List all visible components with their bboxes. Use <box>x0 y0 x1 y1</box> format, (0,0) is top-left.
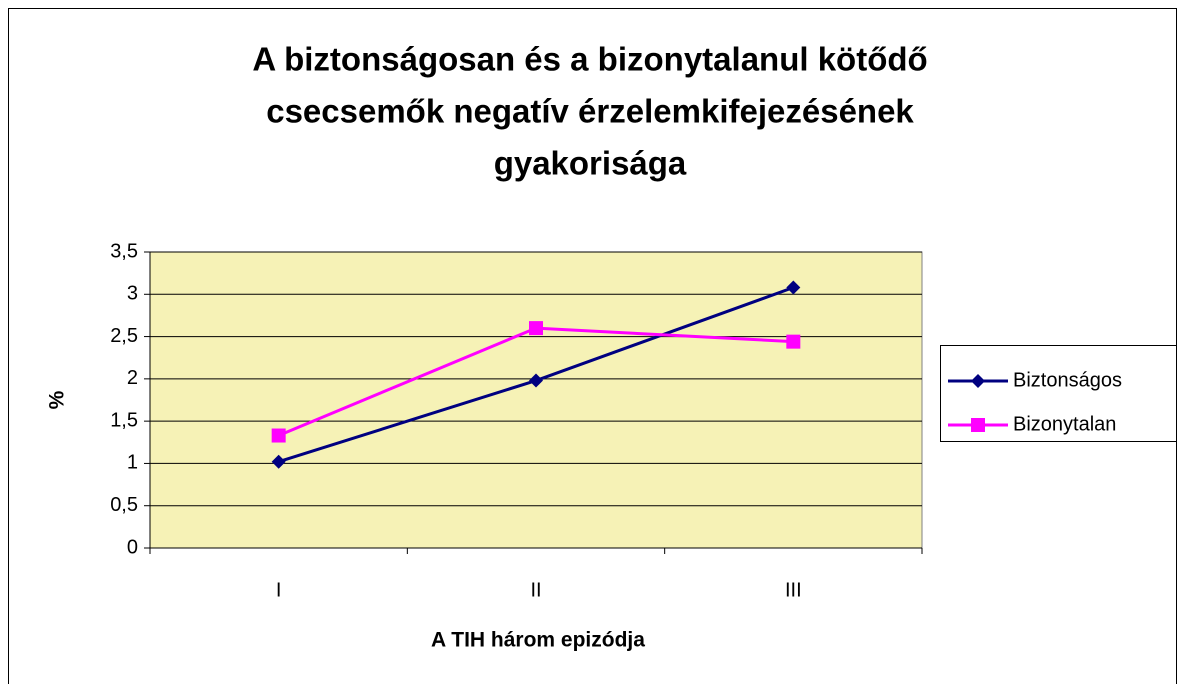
y-tick-label: 0,5 <box>110 494 138 516</box>
legend-label: Bizonytalan <box>1013 413 1116 435</box>
chart-title: csecsemők negatív érzelemkifejezésének <box>266 93 914 130</box>
legend-label: Biztonságos <box>1013 369 1122 391</box>
chart-title: A biztonságosan és a bizonytalanul kötőd… <box>252 41 927 78</box>
marker <box>529 321 543 336</box>
y-tick-label: 1,5 <box>110 409 138 431</box>
x-tick-label: III <box>785 579 802 601</box>
y-tick-label: 3 <box>127 283 138 305</box>
y-axis-title: % <box>46 390 69 409</box>
marker <box>271 428 286 443</box>
x-axis-title: A TIH három epizódja <box>431 629 645 652</box>
y-tick-label: 0 <box>127 536 138 558</box>
chart-title: gyakorisága <box>494 145 687 182</box>
x-tick-label: I <box>276 579 282 601</box>
marker <box>971 374 985 388</box>
marker <box>786 334 801 349</box>
marker <box>786 280 801 295</box>
plot-area <box>149 251 923 549</box>
y-tick-label: 2 <box>127 367 138 389</box>
y-tick-label: 1 <box>127 452 138 474</box>
marker <box>971 418 985 432</box>
y-tick-label: 3,5 <box>110 240 138 262</box>
x-tick-label: II <box>530 579 541 601</box>
marker <box>529 373 543 388</box>
y-tick-label: 2,5 <box>110 325 138 347</box>
marker <box>271 454 286 469</box>
